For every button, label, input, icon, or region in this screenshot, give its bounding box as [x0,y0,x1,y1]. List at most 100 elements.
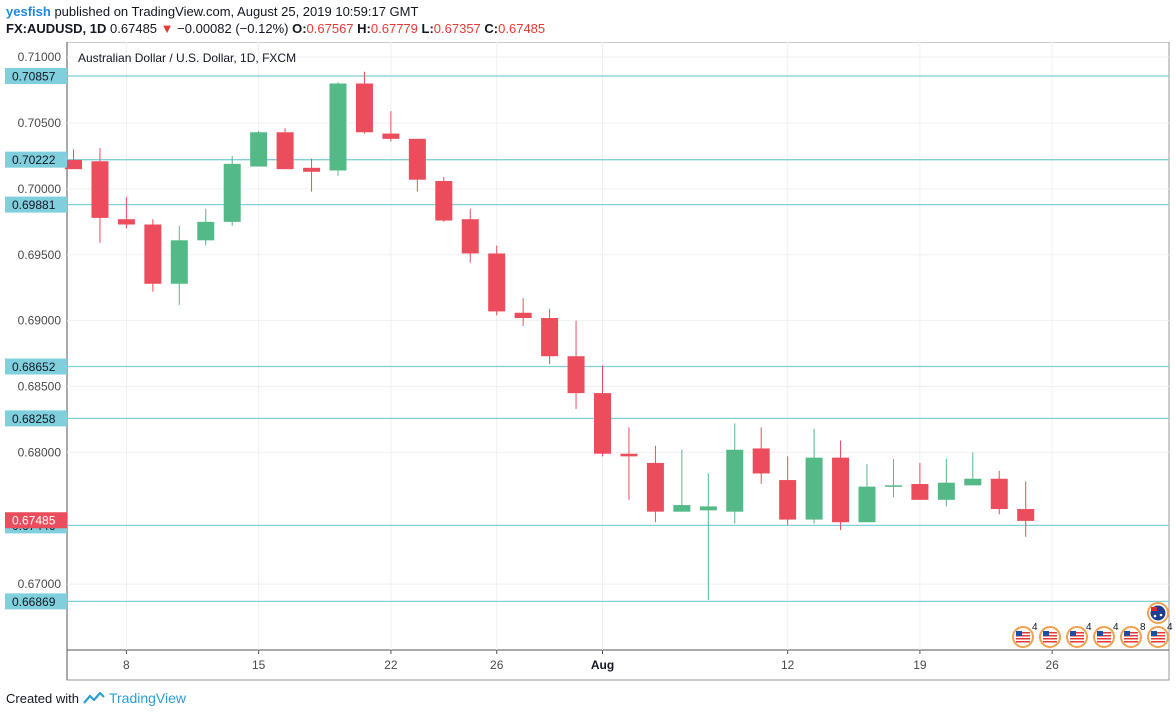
event-count: 4 [1086,622,1092,633]
flag-stripe [1151,638,1165,640]
flag-stripe [1070,641,1084,643]
candle-up[interactable] [170,240,188,284]
x-tick-label: 8 [123,658,130,672]
candle-up[interactable] [223,163,241,222]
candle-down[interactable] [911,484,929,500]
candle-down[interactable] [541,318,559,357]
y-tick-label: 0.69500 [18,248,62,262]
candle-down[interactable] [488,253,506,312]
us-flag-icon[interactable] [1066,626,1088,648]
flag-stripe [1097,638,1111,640]
open-label: O: [292,21,307,36]
candle-down[interactable] [276,132,294,170]
level-label: 0.70857 [12,70,56,84]
down-arrow-icon: ▼ [160,21,174,36]
x-tick-label: Aug [591,658,614,672]
symbol-info: FX:AUDUSD, 1D 0.67485 ▼ −0.00082 (−0.12%… [6,21,545,36]
candle-down[interactable] [65,159,82,170]
candle-up[interactable] [884,485,902,487]
author-name[interactable]: yesfish [6,4,51,19]
level-label-bg [5,410,67,427]
us-flag-icon[interactable] [1093,626,1115,648]
publication-info: yesfish published on TradingView.com, Au… [6,4,418,19]
level-label-bg [5,68,67,85]
candle-down[interactable] [620,453,638,457]
y-tick-label: 0.71000 [18,50,62,64]
current-price-label-bg [5,512,67,529]
event-count: 4 [1167,622,1173,633]
candle-down[interactable] [990,478,1008,510]
flag-stripe [1124,641,1138,643]
x-tick-label: 15 [252,658,266,672]
candle-down[interactable] [832,457,850,523]
last-price: 0.67485 [110,21,158,36]
us-flag-icon[interactable] [1039,626,1061,648]
flag-stripe [1070,635,1084,637]
candle-up[interactable] [858,486,876,523]
flag-star [1153,614,1157,618]
created-with-text: Created with [6,690,79,706]
y-tick-label: 0.70000 [18,182,62,196]
y-tick-label: 0.70500 [18,116,62,130]
flag-stripe [1043,638,1057,640]
flag-star [1159,613,1163,617]
candle-down[interactable] [567,356,585,394]
candle-down[interactable] [117,219,135,225]
candle-down[interactable] [355,83,373,133]
candle-up[interactable] [673,505,691,512]
candle-up[interactable] [329,83,347,171]
high-value: 0.67779 [370,21,418,36]
y-tick-label: 0.68500 [18,380,62,394]
candle-up[interactable] [937,482,955,500]
candle-up[interactable] [964,478,982,486]
candle-down[interactable] [752,448,770,474]
candle-down[interactable] [382,133,400,139]
candle-down[interactable] [435,181,453,221]
flag-stripe [1016,635,1030,637]
flag-stripe [1016,641,1030,643]
x-tick-label: 22 [384,658,398,672]
low-label: L: [421,21,434,36]
publication-text: published on TradingView.com, August 25,… [54,4,419,19]
y-tick-label: 0.69000 [18,314,62,328]
flag-stripe [1016,632,1030,634]
level-label-bg [5,358,67,375]
flag-stripe [1151,635,1165,637]
event-count: 4 [1032,622,1038,633]
candle-down[interactable] [779,480,797,520]
tradingview-logo-icon [83,691,105,704]
level-label: 0.66869 [12,595,56,609]
price-chart[interactable]: 0.71000 0.70500 0.70000 0.69500 0.69000 0.685… [0,42,1176,682]
candle-down[interactable] [461,219,479,254]
candle-up[interactable] [197,221,215,241]
flag-stripe [1097,641,1111,643]
candle-down[interactable] [408,138,426,180]
candle-up[interactable] [699,506,717,511]
flag-canton [1097,631,1103,636]
flag-canton [1016,631,1022,636]
candle-down[interactable] [594,393,611,454]
flag-stripe [1070,638,1084,640]
close-label: C: [484,21,499,36]
flag-stripe [1151,632,1165,634]
candle-down[interactable] [91,161,109,218]
candle-down[interactable] [303,167,321,172]
candle-up[interactable] [805,457,823,520]
candle-up[interactable] [726,449,744,512]
candle-down[interactable] [646,462,664,512]
candle-down[interactable] [144,224,162,284]
candle-down[interactable] [1017,509,1035,521]
flag-stripe [1043,632,1057,634]
candle-up[interactable] [250,132,268,167]
tradingview-brand-link[interactable]: TradingView [108,690,187,706]
us-flag-icon[interactable] [1120,626,1142,648]
flag-stripe [1043,641,1057,643]
flag-stripe [1097,635,1111,637]
us-flag-icon[interactable] [1147,626,1169,648]
candle-down[interactable] [514,312,532,319]
current-price-label: 0.67485 [12,514,56,528]
us-flag-icon[interactable] [1012,626,1034,648]
x-tick-label: 19 [913,658,927,672]
x-tick-label: 26 [490,658,504,672]
symbol-label: FX:AUDUSD, 1D [6,21,107,36]
